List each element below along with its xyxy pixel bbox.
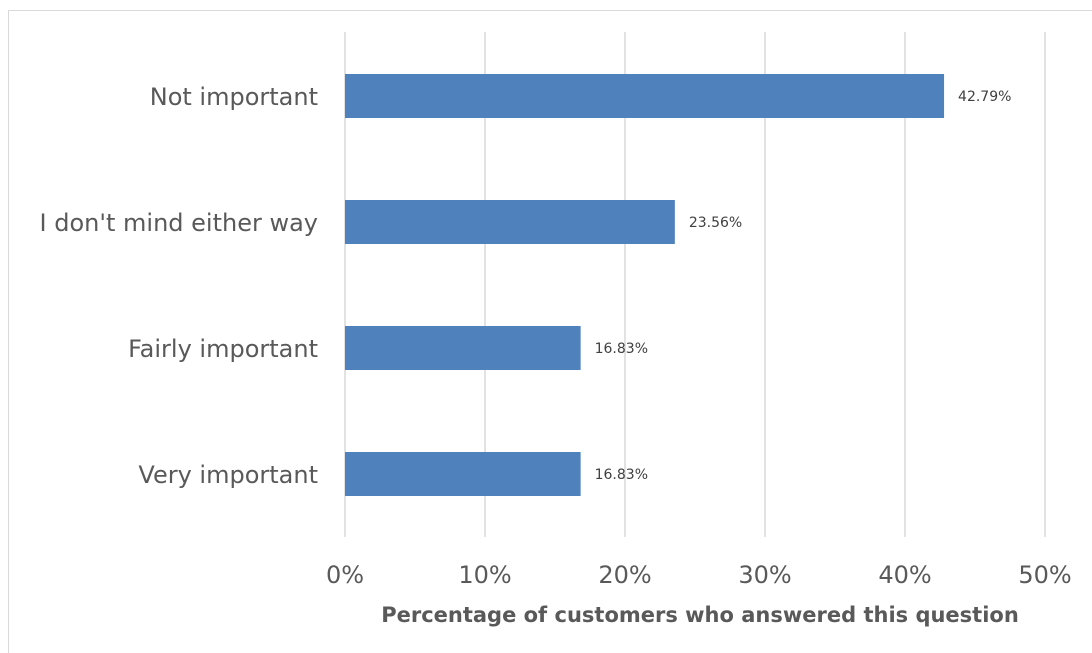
data-label: 16.83%: [595, 467, 648, 483]
data-label: 42.79%: [958, 89, 1011, 105]
x-tick-label: 40%: [878, 561, 931, 589]
x-tick-label: 50%: [1018, 561, 1071, 589]
category-label: Fairly important: [128, 335, 318, 363]
chart-frame: [8, 10, 1092, 653]
data-labels: 42.79% 23.56% 16.83% 16.83%: [595, 89, 1012, 483]
x-tick-label: 10%: [458, 561, 511, 589]
x-tick-label: 20%: [598, 561, 651, 589]
x-tick-label: 30%: [738, 561, 791, 589]
category-labels: Not important I don't mind either way Fair…: [40, 83, 318, 489]
bar: [345, 200, 675, 244]
x-tick-label: 0%: [326, 561, 364, 589]
bar: [345, 452, 581, 496]
category-label: Not important: [150, 83, 318, 111]
data-label: 23.56%: [689, 215, 742, 231]
category-label: I don't mind either way: [40, 209, 318, 237]
bar: [345, 326, 581, 370]
bar: [345, 74, 945, 118]
category-label: Very important: [138, 461, 318, 489]
data-label: 16.83%: [595, 341, 648, 357]
bars: [345, 74, 945, 496]
x-tick-labels: 0% 10% 20% 30% 40% 50%: [326, 561, 1072, 589]
x-axis-title: Percentage of customers who answered thi…: [381, 603, 1019, 627]
